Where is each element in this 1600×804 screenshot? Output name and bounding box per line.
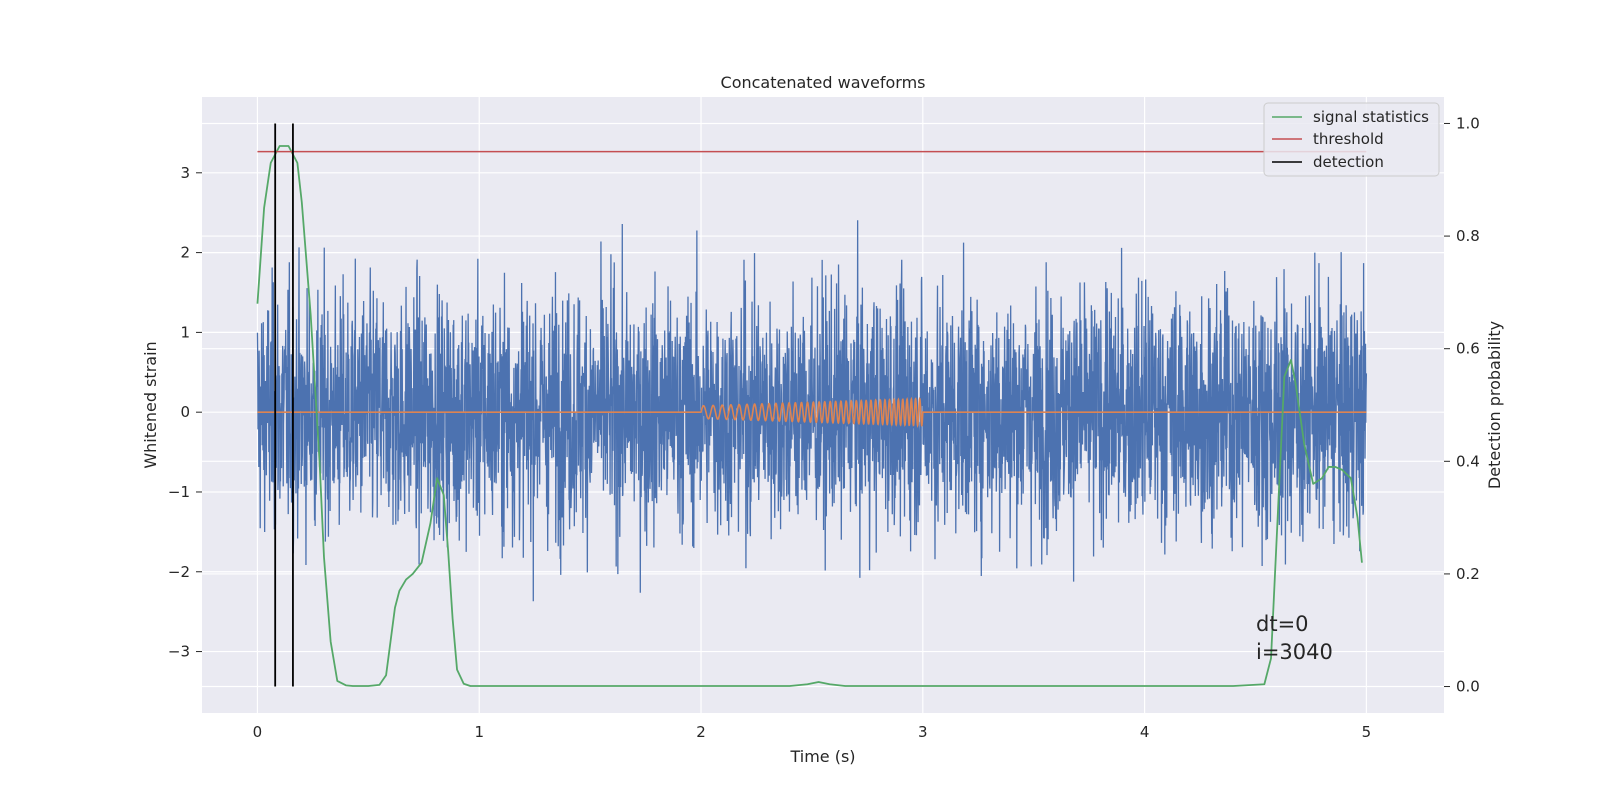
- x-tick-label: 2: [696, 723, 706, 741]
- annotation: dt=0 i=3040: [1256, 612, 1333, 664]
- x-axis-ticks: 0 1 2 3 4 5: [253, 723, 1371, 741]
- legend: signal statistics threshold detection: [1263, 102, 1440, 177]
- annotation-i: i=3040: [1256, 640, 1333, 664]
- legend-label-detection: detection: [1313, 153, 1384, 171]
- y-tick-label: −2: [168, 563, 190, 581]
- x-axis-label: Time (s): [789, 747, 855, 766]
- y-tick-label: 3: [180, 164, 190, 182]
- x-tick-label: 4: [1140, 723, 1150, 741]
- signal-statistics-line: [256, 145, 1363, 687]
- x-tick-label: 0: [253, 723, 263, 741]
- y2-tick-label: 0.0: [1456, 678, 1480, 696]
- annotation-dt: dt=0: [1256, 612, 1309, 636]
- y2-tick-label: 1.0: [1456, 114, 1480, 132]
- y-axis-ticks: −3 −2 −1 0 1 2 3: [168, 164, 202, 661]
- x-tick-label: 3: [918, 723, 928, 741]
- y-tick-label: 0: [180, 403, 190, 421]
- series-layer: [256, 123, 1368, 687]
- y-tick-label: −3: [168, 643, 190, 661]
- chart-title: Concatenated waveforms: [721, 73, 926, 92]
- legend-box: [1263, 102, 1440, 177]
- y-tick-label: −1: [168, 483, 190, 501]
- y2-tick-label: 0.8: [1456, 227, 1480, 245]
- y-tick-label: 1: [180, 323, 190, 341]
- x-tick-label: 1: [474, 723, 484, 741]
- y-tick-label: 2: [180, 244, 190, 262]
- y2-tick-label: 0.2: [1456, 565, 1480, 583]
- strain-series-line: [256, 220, 1368, 602]
- right-axis-label: Detection probability: [1485, 321, 1504, 489]
- y2-tick-label: 0.6: [1456, 340, 1480, 358]
- legend-label-threshold: threshold: [1313, 130, 1384, 148]
- y2-tick-label: 0.4: [1456, 452, 1480, 470]
- right-axis-ticks: 0.0 0.2 0.4 0.6 0.8 1.0: [1444, 114, 1480, 696]
- x-tick-label: 5: [1362, 723, 1372, 741]
- injection-series-line: [257, 396, 1367, 428]
- y-axis-label: Whitened strain: [141, 341, 160, 468]
- legend-label-signal-statistics: signal statistics: [1313, 108, 1429, 126]
